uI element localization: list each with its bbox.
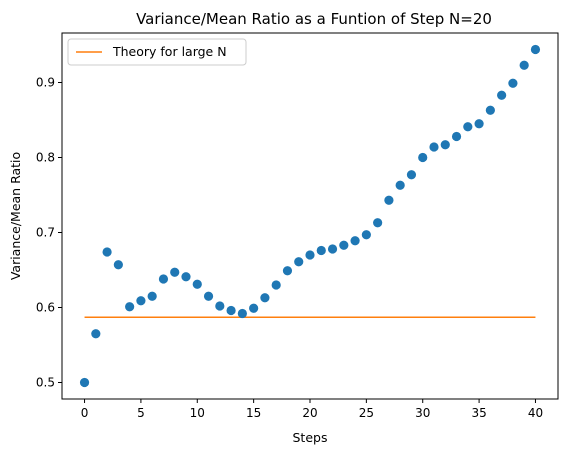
legend-box [67,38,247,66]
data-point [181,272,191,282]
data-point [508,78,518,88]
plot-area [61,32,559,400]
y-tick-label: 0.8 [36,151,55,165]
data-point [79,377,90,388]
y-tick-label: 0.9 [36,76,55,90]
data-point [316,245,326,256]
data-point [327,244,338,254]
data-point [158,274,169,284]
data-point [395,180,405,190]
x-tick-label: 5 [137,406,145,420]
x-tick-label: 30 [415,406,430,420]
x-tick-label: 10 [190,406,205,420]
scatter-points [79,44,541,388]
y-tick-label: 0.7 [36,226,55,240]
data-point [361,230,371,240]
y-tick-label: 0.5 [36,376,55,390]
data-point [136,296,146,306]
data-point [305,250,315,260]
data-point [249,303,259,313]
x-tick-label: 35 [471,406,486,420]
data-point [350,236,360,246]
data-point [497,90,507,100]
x-axis: 0 5 10 15 20 25 30 35 40 [81,399,543,420]
data-point [91,329,101,339]
data-point [113,260,123,270]
data-point [418,152,428,163]
data-point [237,308,247,319]
chart-title: Variance/Mean Ratio as a Funtion of Step… [136,10,492,28]
data-point [474,119,484,129]
data-point [147,291,157,301]
data-point [519,60,529,70]
y-axis-label: Variance/Mean Ratio [8,152,23,280]
legend: Theory for large N [67,38,247,66]
data-point [463,122,473,132]
plot-frame [61,32,559,400]
data-point [429,142,439,152]
data-point [260,293,270,303]
data-point [451,131,462,142]
x-tick-label: 40 [528,406,543,420]
data-point [102,247,112,257]
y-axis: 0.5 0.6 0.7 0.8 0.9 [36,76,62,390]
data-point [125,302,135,312]
data-point [271,280,281,290]
data-point [440,140,450,150]
data-point [406,170,417,180]
data-point [373,218,383,228]
data-point [282,266,293,276]
data-point [530,44,541,55]
x-tick-label: 20 [302,406,317,420]
data-point [203,291,214,301]
x-axis-label: Steps [293,430,328,445]
x-tick-label: 25 [359,406,374,420]
y-tick-label: 0.6 [36,301,55,315]
data-point [485,105,495,115]
data-point [339,240,349,250]
legend-entry-label: Theory for large N [112,44,227,59]
data-point [192,279,202,289]
data-point [215,301,225,311]
x-tick-label: 0 [81,406,89,420]
data-point [384,195,394,205]
x-tick-label: 15 [246,406,261,420]
data-point [170,267,180,277]
data-point [294,257,304,267]
data-point [226,305,236,316]
